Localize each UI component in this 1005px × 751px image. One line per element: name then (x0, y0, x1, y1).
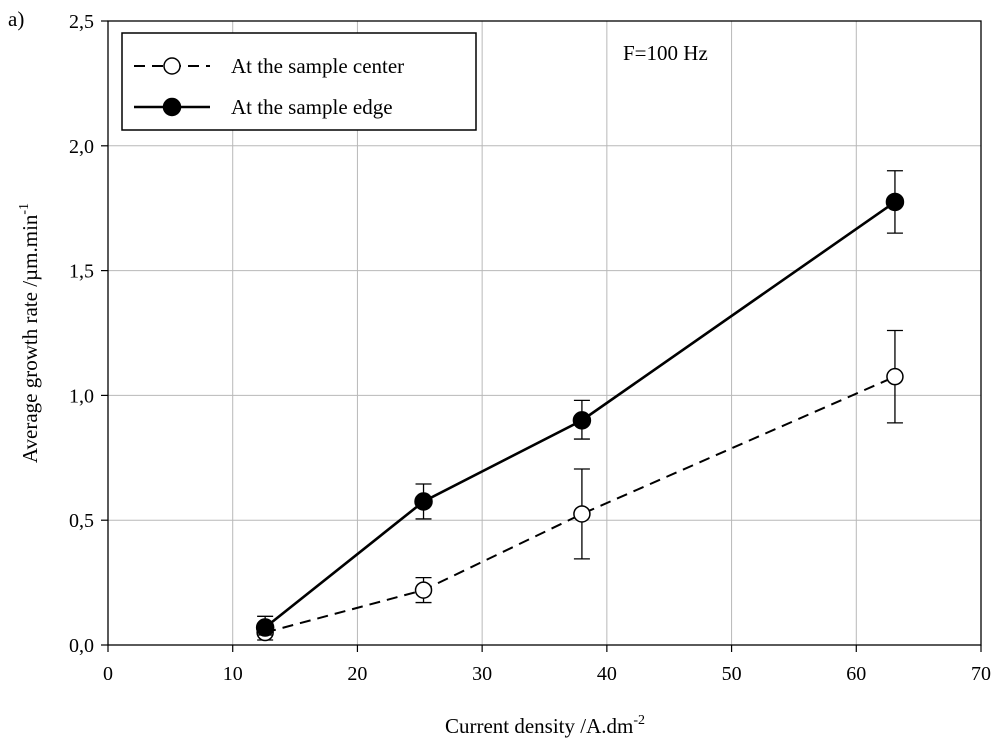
y-tick-label: 0,0 (69, 635, 94, 657)
data-point-edge (885, 192, 905, 212)
y-tick-label: 1,5 (69, 261, 94, 283)
legend-edge-label: At the sample edge (231, 95, 393, 119)
series-edge (255, 170, 905, 637)
y-tick-label: 0,5 (69, 510, 94, 532)
data-point-edge (414, 492, 433, 511)
x-axis-title-text: Current density /A.dm (445, 714, 633, 738)
x-tick-label: 0 (103, 663, 113, 685)
legend-center-label: At the sample center (231, 54, 404, 78)
x-axis-title: Current density /A.dm-2 (445, 713, 645, 738)
frequency-annotation: F=100 Hz (623, 41, 708, 65)
x-tick-label: 60 (846, 663, 866, 685)
x-tick-label: 30 (472, 663, 492, 685)
x-tick-label: 40 (597, 663, 617, 685)
axis-ticks (101, 20, 982, 652)
data-point-edge (572, 411, 592, 430)
x-tick-label: 20 (347, 663, 367, 685)
y-axis-title: Average growth rate /µm.min-1 (17, 203, 42, 463)
x-tick-label: 10 (223, 663, 243, 685)
series-layer (255, 170, 905, 642)
legend-center-marker (163, 57, 181, 75)
panel-label: a) (8, 7, 24, 31)
plot-frame (107, 20, 982, 646)
legend-edge-marker (162, 97, 182, 117)
x-tick-label: 70 (971, 663, 991, 685)
series-line-center (264, 375, 896, 634)
y-tick-label: 1,0 (69, 385, 94, 407)
y-tick-label: 2,0 (69, 136, 94, 158)
x-tick-label: 50 (722, 663, 742, 685)
y-axis-title-text: Average growth rate /µm.min (18, 214, 42, 463)
x-axis-title-sup: -2 (633, 713, 645, 728)
legend: At the sample center At the sample edge (121, 32, 477, 131)
data-point-center (414, 581, 433, 599)
data-point-center (886, 367, 904, 386)
series-center (256, 329, 904, 642)
data-point-edge (255, 618, 275, 637)
data-point-center (573, 505, 591, 523)
x-tick-labels: 0 10 20 30 40 50 60 70 (103, 663, 991, 685)
y-tick-labels: 0,0 0,5 1,0 1,5 2,0 2,5 (69, 11, 94, 657)
y-tick-label: 2,5 (69, 11, 94, 33)
y-axis-title-sup: -1 (17, 203, 32, 215)
legend-box (121, 32, 477, 131)
series-line-edge (264, 200, 896, 629)
